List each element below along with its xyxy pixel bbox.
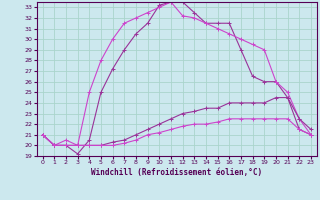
X-axis label: Windchill (Refroidissement éolien,°C): Windchill (Refroidissement éolien,°C) bbox=[91, 168, 262, 177]
